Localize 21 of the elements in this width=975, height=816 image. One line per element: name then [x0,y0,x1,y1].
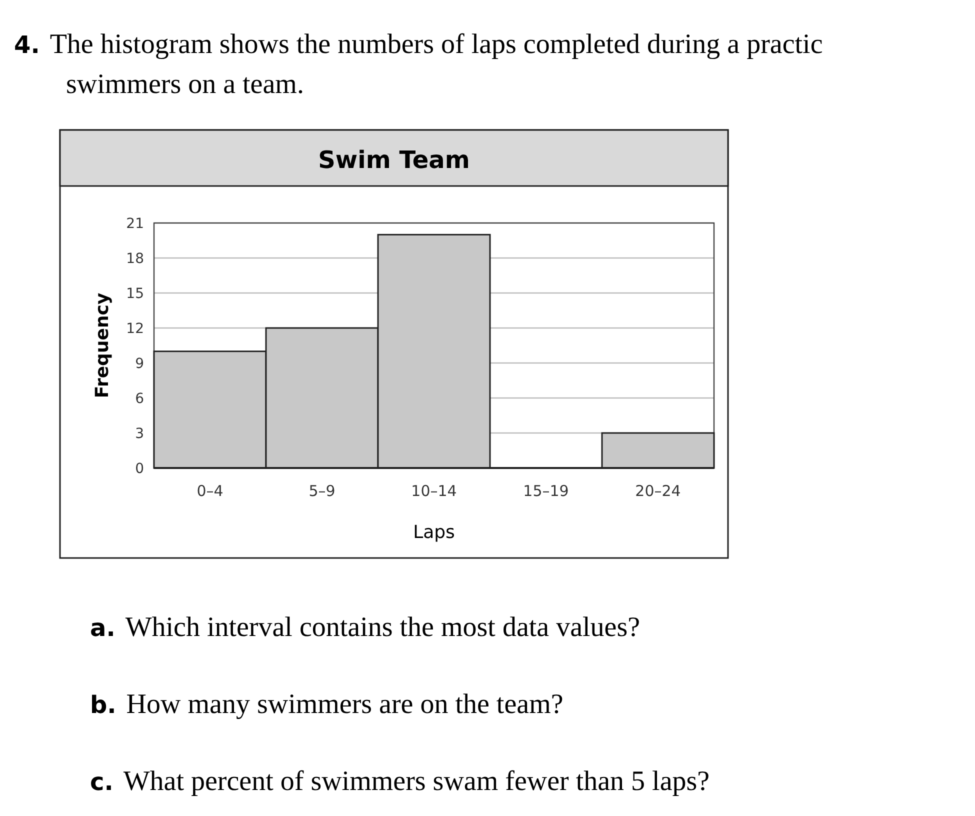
text: swimmers on a team. [66,69,304,100]
y-tick-label: 12 [126,320,144,337]
y-tick-label: 6 [135,390,144,407]
x-axis-title: Laps [413,522,455,543]
text: c. What percent of swimmers swam fewer than 5 laps? [90,766,710,797]
y-axis-title: Frequency [92,292,113,398]
y-tick-label: 18 [126,250,144,267]
y-tick-label: 0 [135,460,144,477]
text: a. Which interval contains the most data values? [90,612,640,643]
y-tick-label: 9 [135,356,144,372]
text: b. How many swimmers are on the team? [90,689,564,720]
x-tick-label: 0–4 [196,482,224,500]
x-tick-label: 10–14 [411,482,457,500]
x-tick-label: 20–24 [635,482,681,500]
text: 4. The histogram shows the numbers of laps completed during a practic [14,29,823,60]
x-tick-label: 15–19 [523,482,569,500]
y-tick-label: 15 [126,286,144,302]
x-tick-label: 5–9 [308,482,336,500]
y-tick-label: 21 [126,216,144,232]
chart-title: Swim Team [318,146,470,174]
y-tick-label: 3 [135,426,144,442]
